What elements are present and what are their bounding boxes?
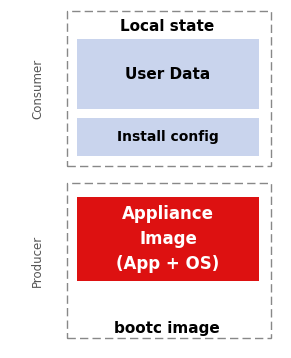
Text: Install config: Install config	[117, 130, 219, 144]
Text: User Data: User Data	[125, 67, 211, 82]
Bar	[77, 197, 259, 281]
Text: bootc image: bootc image	[114, 321, 220, 336]
Bar	[77, 118, 259, 156]
Bar	[77, 39, 259, 109]
Text: Producer: Producer	[31, 234, 44, 286]
Bar	[67, 183, 271, 338]
Bar	[67, 11, 271, 166]
Text: Local state: Local state	[120, 19, 214, 34]
Text: Consumer: Consumer	[31, 58, 44, 119]
Text: Appliance
Image
(App + OS): Appliance Image (App + OS)	[116, 205, 220, 273]
